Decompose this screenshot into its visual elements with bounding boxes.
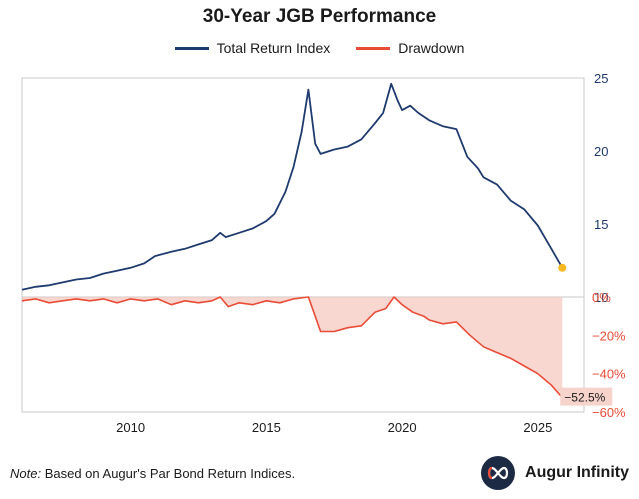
y-tick-label-top-15: 15: [594, 217, 608, 232]
footnote-text: Based on Augur's Par Bond Return Indices…: [44, 466, 296, 481]
x-tick-label-2015: 2015: [252, 420, 281, 435]
y-tick-label-bottom-0: 0%: [592, 290, 611, 305]
brand-name: Augur Infinity: [525, 464, 629, 481]
footnote-label: Note:: [10, 466, 42, 481]
total-return-endpoint-marker: [558, 263, 567, 272]
chart-title: 30-Year JGB Performance: [202, 6, 437, 27]
plot-frame: [21, 77, 585, 413]
chart-legend: Total Return Index Drawdown: [0, 40, 639, 56]
legend-item-drawdown: Drawdown: [356, 40, 464, 56]
drawdown-area: [22, 297, 563, 398]
y-tick-label-top-10: 10: [594, 290, 608, 305]
footnote: Note: Based on Augur's Par Bond Return I…: [10, 466, 295, 481]
y-tick-label-top-25: 25: [594, 71, 608, 86]
x-tick-label-2010: 2010: [116, 420, 145, 435]
drawdown-end-label: −52.5%: [564, 391, 605, 405]
total-return-line: [21, 82, 564, 291]
y-tick-label-top-20: 20: [594, 144, 608, 159]
legend-swatch-drawdown: [356, 46, 391, 50]
legend-label-drawdown: Drawdown: [398, 40, 465, 56]
legend-label-total-return: Total Return Index: [216, 40, 331, 56]
infinity-icon: [481, 456, 516, 490]
y-tick-label-bottom-1: −20%: [592, 328, 626, 343]
y-tick-label-bottom-2: −40%: [592, 367, 626, 382]
brand: Augur Infinity: [481, 456, 629, 490]
legend-swatch-total-return: [174, 46, 209, 50]
drawdown-line: [21, 296, 563, 399]
legend-item-total-return: Total Return Index: [174, 40, 331, 56]
y-tick-label-bottom-3: −60%: [592, 405, 626, 420]
x-tick-label-2020: 2020: [388, 420, 417, 435]
drawdown-end-label-bg: [560, 387, 613, 406]
x-tick-label-2025: 2025: [523, 420, 552, 435]
